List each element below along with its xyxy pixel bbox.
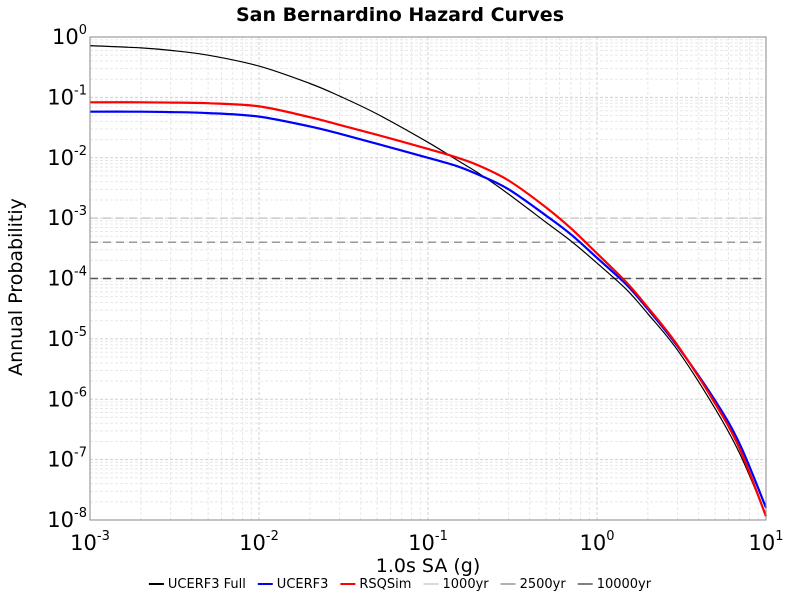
y-tick-label: 10-7 [47,446,87,472]
y-tick-label: 10-1 [47,83,87,109]
y-tick-labels: 100 10-1 10-2 10-3 10-4 10-5 10-6 10-7 10-8 [47,23,87,532]
x-tick-label: 10-3 [70,529,110,555]
x-tick-label: 101 [748,529,783,555]
y-tick-label: 100 [52,23,87,49]
y-tick-label: 10-2 [47,144,87,170]
x-axis-label: 1.0s SA (g) [376,555,481,577]
legend: UCERF3 Full UCERF3 RSQSim 1000yr 2500yr 10000… [148,577,652,592]
y-tick-label: 10-5 [47,325,87,351]
legend-item: 2500yr [500,577,567,592]
legend-label: 10000yr [597,577,652,592]
series-layer [89,45,768,517]
y-tick-label: 10-6 [47,385,87,411]
series-line-rsqsim [89,101,768,517]
legend-item: RSQSim [340,577,411,592]
y-axis-label: Annual Probabilitiy [5,198,27,376]
legend-item: UCERF3 [257,577,329,592]
legend-label: RSQSim [359,577,411,592]
legend-label: 2500yr [520,577,567,592]
y-tick-label: 10-4 [47,265,87,291]
legend-item: 1000yr [423,577,490,592]
y-tick-label: 10-8 [47,506,87,532]
legend-label: 1000yr [443,577,490,592]
legend-label: UCERF3 Full [168,577,246,592]
x-tick-label: 10-2 [239,529,279,555]
x-tick-labels: 10-3 10-2 10-1 100 101 [70,529,783,555]
legend-item: 10000yr [577,577,652,592]
legend-label: UCERF3 [277,577,329,592]
plot-frame [89,36,767,521]
chart-title: San Bernardino Hazard Curves [236,4,564,26]
series-line-ucerf3-full [89,45,767,516]
legend-item: UCERF3 Full [148,577,246,592]
y-tick-label: 10-3 [47,204,87,230]
x-tick-label: 100 [579,529,614,555]
x-tick-label: 10-1 [408,529,448,555]
